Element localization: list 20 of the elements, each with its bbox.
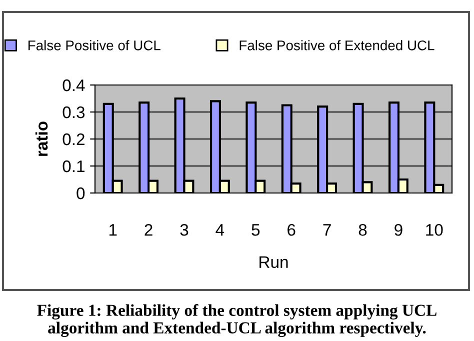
y-tick-label: 0.1	[62, 160, 84, 172]
caption: Figure 1: Reliability of the control system applying UCL algorithm and Extended-UCL algorithm respectively.	[37, 304, 436, 338]
x-tick-label: 5	[252, 224, 260, 236]
y-tick-label: 0.3	[62, 106, 85, 118]
legend-label: False Positive of UCL	[28, 40, 160, 50]
x-tick-label: 8	[358, 224, 367, 236]
x-tick-label: 9	[394, 224, 402, 236]
x-tick-label: 7	[323, 224, 331, 236]
x-tick-label: 6	[288, 224, 296, 236]
y-tick-label: 0	[76, 187, 85, 200]
y-tick-label: 0.2	[62, 133, 84, 146]
x-tick-label: 2	[144, 224, 152, 236]
x-tick-label: 4	[216, 224, 224, 236]
legend-label: False Positive of Extended UCL	[240, 40, 434, 50]
x-tick-label: 10	[426, 224, 443, 236]
x-tick-label: 1	[109, 224, 117, 236]
y-axis-title: ratio	[35, 122, 48, 156]
y-tick-label: 0.4	[62, 79, 85, 92]
x-axis-title: Run	[260, 256, 288, 268]
x-tick-label: 3	[180, 224, 188, 236]
